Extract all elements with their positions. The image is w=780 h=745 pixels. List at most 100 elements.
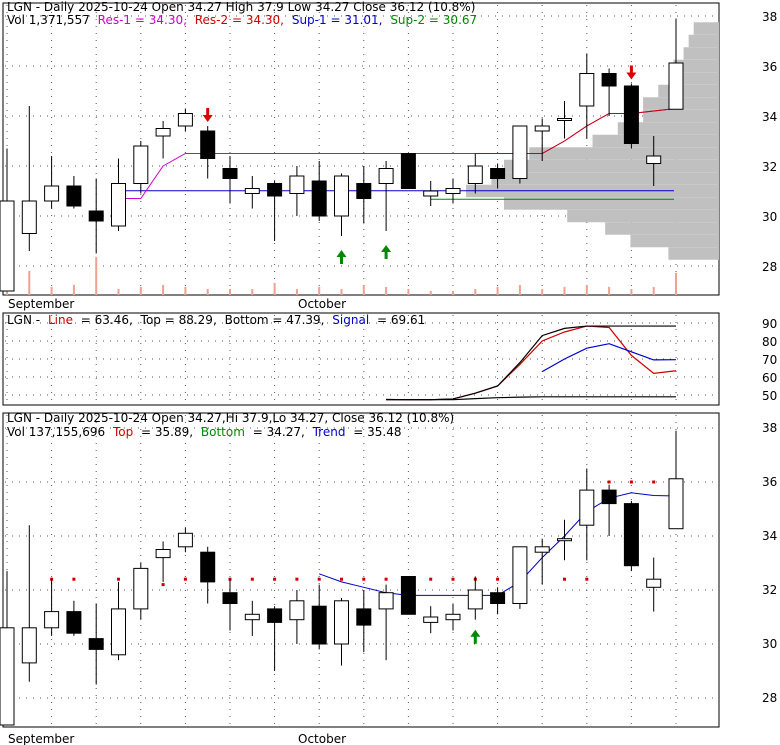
top-dot bbox=[607, 480, 611, 484]
candle-p1-body bbox=[534, 125, 550, 132]
sup1-label: Sup-1 = 31.01, bbox=[292, 13, 383, 27]
p2-ytick-50: 50 bbox=[762, 389, 777, 403]
top-label-p3: Top bbox=[112, 425, 133, 439]
volume-bar bbox=[496, 287, 499, 295]
volume-profile-bar bbox=[529, 147, 719, 160]
candle-p1-body bbox=[400, 153, 416, 189]
candle-p1-body bbox=[200, 130, 216, 159]
candle-p1-body bbox=[155, 128, 171, 137]
volume-bar bbox=[162, 285, 165, 295]
candle-p3-body bbox=[155, 549, 171, 559]
line-value: = 63.46, bbox=[81, 313, 133, 327]
candle-p3-body bbox=[668, 478, 684, 530]
candle-p1-body bbox=[467, 165, 483, 184]
series-top-line bbox=[386, 325, 676, 401]
candle-p1-body bbox=[66, 185, 82, 207]
volume-profile-bar bbox=[683, 47, 719, 60]
p3-ytick-34: 34 bbox=[762, 529, 777, 543]
top-label: Top = 88.29, bbox=[140, 313, 217, 327]
p1-ytick-30: 30 bbox=[762, 210, 777, 224]
p3-ytick-30: 30 bbox=[762, 637, 777, 651]
volume-profile-bar bbox=[630, 234, 719, 248]
top-dot bbox=[563, 577, 566, 581]
candle-p3-body bbox=[601, 489, 617, 505]
p1-ytick-36: 36 bbox=[762, 60, 777, 74]
top-dot bbox=[429, 577, 433, 581]
candle-p1-body bbox=[222, 168, 238, 179]
panel3-legend: Vol 137,155,696 Top = 35.89, Bottom = 34… bbox=[7, 425, 402, 439]
volume-profile-bar bbox=[673, 59, 719, 73]
top-dot bbox=[384, 577, 388, 581]
p3-ytick-32: 32 bbox=[762, 583, 777, 597]
volume-profile-bar bbox=[617, 122, 719, 135]
volume-bar bbox=[362, 285, 365, 295]
down-arrow-icon bbox=[626, 65, 637, 80]
panel1-vol-label: Vol 1,371,557 bbox=[7, 13, 90, 27]
volume-bar bbox=[206, 289, 209, 295]
volume-bar bbox=[50, 287, 53, 295]
panel2-legend: LGN - Line = 63.46, Top = 88.29, Bottom … bbox=[7, 313, 425, 327]
panel2-frame bbox=[2, 312, 720, 406]
p1-ytick-34: 34 bbox=[762, 110, 777, 124]
panel3-title: LGN - Daily 2025-10-24 Open 34.27,Hi 37.… bbox=[7, 411, 454, 425]
top-dot bbox=[317, 577, 321, 581]
candle-p1-body bbox=[244, 188, 260, 194]
candle-p3-body bbox=[177, 532, 193, 548]
candle-p1-body bbox=[44, 185, 60, 202]
candle-p1-body bbox=[0, 200, 15, 292]
volume-bar bbox=[95, 257, 98, 295]
top-dot bbox=[295, 577, 299, 581]
bottom-value-p3: = 34.27, bbox=[253, 425, 305, 439]
series-signal-line bbox=[541, 343, 677, 373]
candle-p1-body bbox=[289, 175, 305, 194]
volume-profile-bar bbox=[643, 109, 719, 123]
down-arrow-icon bbox=[202, 108, 213, 122]
p1-ytick-28: 28 bbox=[762, 260, 777, 274]
candle-p1-body bbox=[512, 125, 528, 179]
candle-p3-body bbox=[66, 611, 82, 634]
volume-profile-bar bbox=[693, 22, 719, 35]
candle-p3-body bbox=[21, 627, 37, 664]
candle-p3-body bbox=[356, 608, 372, 626]
volume-bar bbox=[273, 283, 276, 295]
volume-profile-bar bbox=[668, 247, 719, 260]
res1-label: Res-1 = 34.30, bbox=[98, 13, 187, 27]
candle-p3-body bbox=[445, 613, 461, 621]
res2-line bbox=[475, 108, 677, 154]
trend-value-p3: = 35.48 bbox=[353, 425, 401, 439]
candle-p1-body bbox=[177, 113, 193, 127]
candle-p3-body bbox=[311, 605, 327, 645]
candle-p1-body bbox=[557, 118, 572, 121]
volume-profile-bar bbox=[688, 34, 719, 48]
panel3-plot bbox=[0, 415, 717, 726]
top-dot bbox=[117, 577, 120, 581]
candle-p3-body bbox=[88, 638, 104, 650]
candle-p3-body bbox=[334, 600, 349, 645]
top-dot bbox=[585, 577, 589, 581]
candle-p3-body bbox=[512, 546, 528, 604]
panel1-title: LGN - Daily 2025-10-24 Open 34.27 High 3… bbox=[7, 0, 475, 14]
series-line-line bbox=[386, 325, 677, 401]
bottom-arrow-icon bbox=[470, 629, 481, 644]
volume-profile-bar bbox=[503, 159, 719, 173]
candle-p3-body bbox=[0, 627, 15, 726]
volume-profile-bar bbox=[491, 172, 719, 185]
volume-bar bbox=[407, 289, 410, 295]
volume-bar bbox=[251, 289, 254, 295]
top-dot bbox=[72, 577, 76, 581]
top-dot bbox=[629, 480, 633, 484]
top-dot bbox=[273, 577, 277, 581]
candle-p3-body bbox=[534, 546, 550, 553]
p1-ytick-38: 38 bbox=[762, 10, 777, 24]
candle-p3-body bbox=[200, 551, 216, 583]
volume-bar bbox=[28, 271, 31, 295]
volume-bar bbox=[184, 287, 187, 295]
candle-p3-body bbox=[557, 538, 572, 542]
volume-profile-bar bbox=[673, 72, 719, 85]
month-label-october-p3: October bbox=[298, 732, 346, 745]
volume-bar bbox=[608, 287, 611, 295]
candle-p3-body bbox=[579, 489, 595, 526]
sup2-label: Sup-2 = 30.67 bbox=[390, 13, 477, 27]
candle-p3-body bbox=[267, 608, 283, 623]
volume-bar bbox=[117, 289, 120, 295]
